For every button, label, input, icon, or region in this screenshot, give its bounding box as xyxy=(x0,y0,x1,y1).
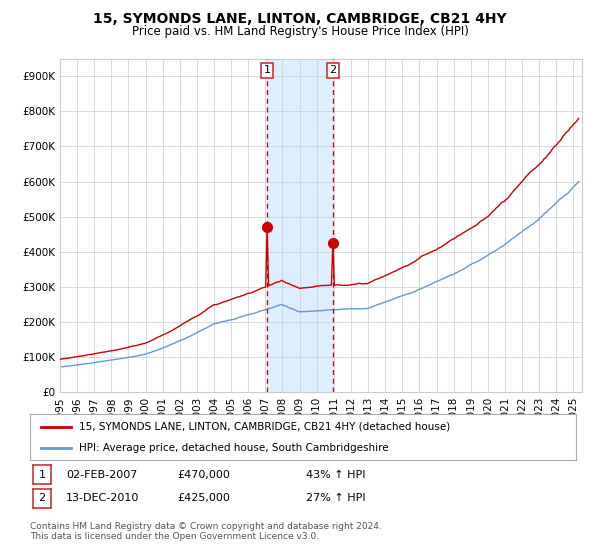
Text: 13-DEC-2010: 13-DEC-2010 xyxy=(66,493,139,503)
Bar xyxy=(267,59,333,392)
Text: Price paid vs. HM Land Registry's House Price Index (HPI): Price paid vs. HM Land Registry's House … xyxy=(131,25,469,38)
Text: 2: 2 xyxy=(38,493,46,503)
Text: 15, SYMONDS LANE, LINTON, CAMBRIDGE, CB21 4HY (detached house): 15, SYMONDS LANE, LINTON, CAMBRIDGE, CB2… xyxy=(79,422,451,432)
Text: 1: 1 xyxy=(38,470,46,480)
Text: HPI: Average price, detached house, South Cambridgeshire: HPI: Average price, detached house, Sout… xyxy=(79,443,389,453)
Text: 43% ↑ HPI: 43% ↑ HPI xyxy=(306,470,365,480)
Text: Contains HM Land Registry data © Crown copyright and database right 2024.
This d: Contains HM Land Registry data © Crown c… xyxy=(30,522,382,542)
Text: 02-FEB-2007: 02-FEB-2007 xyxy=(66,470,137,480)
Text: 1: 1 xyxy=(263,66,271,76)
Text: 15, SYMONDS LANE, LINTON, CAMBRIDGE, CB21 4HY: 15, SYMONDS LANE, LINTON, CAMBRIDGE, CB2… xyxy=(93,12,507,26)
Text: £425,000: £425,000 xyxy=(177,493,230,503)
Text: 2: 2 xyxy=(329,66,337,76)
Text: 27% ↑ HPI: 27% ↑ HPI xyxy=(306,493,365,503)
Text: £470,000: £470,000 xyxy=(177,470,230,480)
